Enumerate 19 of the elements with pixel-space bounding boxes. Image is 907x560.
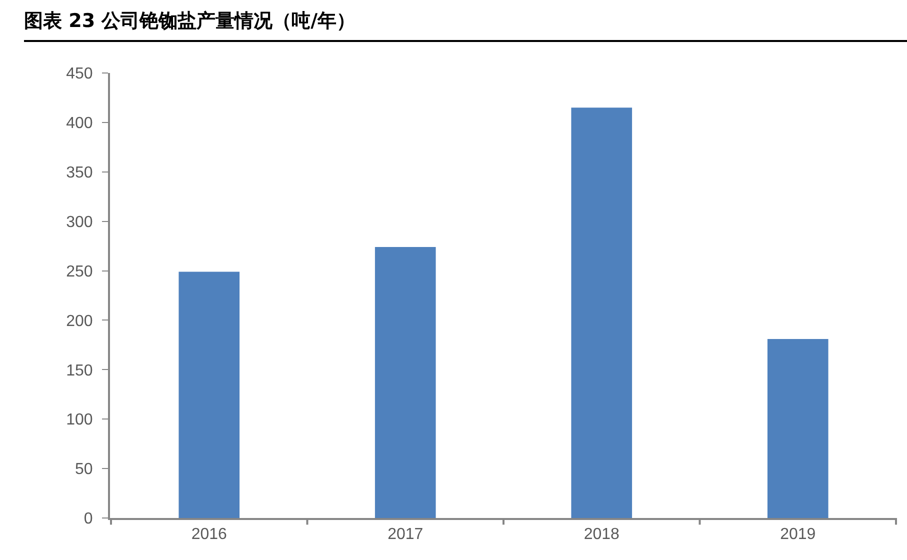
y-tick-label: 150 [66,362,93,380]
bar [178,272,240,518]
bar [374,247,436,518]
x-tick-label: 2016 [191,526,228,544]
x-tick-label: 2019 [780,526,816,544]
x-tick-label: 2018 [584,526,620,544]
y-tick-label: 300 [66,214,93,231]
y-tick-label: 0 [84,510,93,528]
y-tick-label: 450 [66,66,93,83]
bar [571,108,632,518]
bar [767,339,828,518]
y-tick-label: 100 [66,412,93,429]
y-tick-label: 200 [66,312,93,330]
y-tick-label: 250 [66,263,93,280]
y-tick-label: 400 [66,115,93,132]
chart-title: 图表 23 公司铯铷盐产量情况（吨/年） [24,9,356,34]
x-tick-label: 2017 [388,526,424,544]
y-tick-label: 350 [66,164,93,182]
y-tick-label: 50 [75,461,93,478]
